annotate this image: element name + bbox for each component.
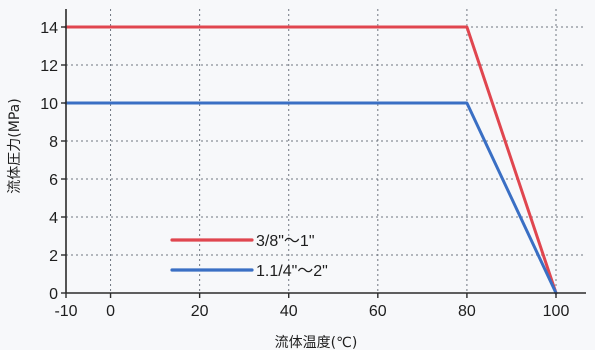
y-tick-label: 4	[49, 210, 58, 227]
y-tick-label: 10	[40, 96, 58, 113]
series-line-1	[64, 25, 558, 295]
x-tick-label: 20	[191, 303, 209, 320]
x-tick-label: -10	[54, 303, 77, 320]
y-tick-label: 2	[49, 248, 58, 265]
y-tick-label: 12	[40, 58, 58, 75]
x-tick-label: 40	[280, 303, 298, 320]
y-tick-label: 0	[49, 286, 58, 303]
y-tick-label: 8	[49, 134, 58, 151]
legend: 3/8"〜1" 1.1/4"〜2"	[170, 233, 328, 280]
x-tick-label: 80	[458, 303, 476, 320]
y-axis-title: 流体圧力(MPa)	[7, 98, 23, 193]
legend-label: 3/8"〜1"	[256, 233, 315, 250]
series-layer	[64, 25, 558, 295]
series-line-2	[64, 101, 558, 295]
x-tick-label: 100	[543, 303, 570, 320]
axis-layer	[65, 9, 586, 294]
y-tick-label: 6	[49, 172, 58, 189]
x-tick-label: 0	[106, 303, 115, 320]
x-axis-title: 流体温度(℃)	[275, 335, 358, 350]
legend-label: 1.1/4"〜2"	[256, 263, 328, 280]
y-tick-label: 14	[40, 20, 58, 37]
x-tick-label: 60	[369, 303, 387, 320]
